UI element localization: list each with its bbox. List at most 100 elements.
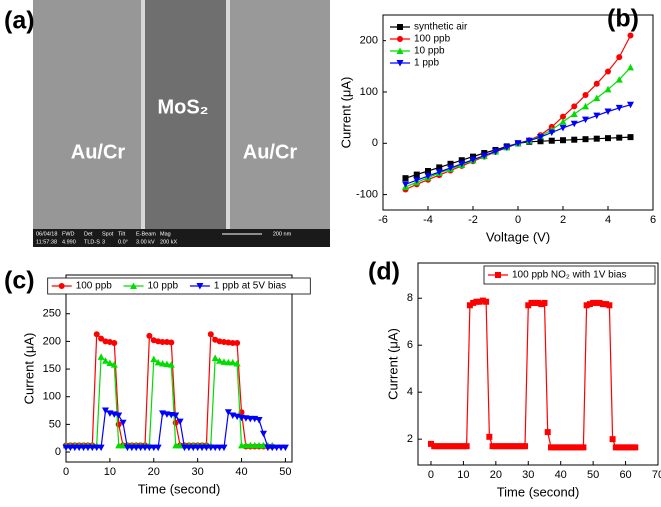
legend-marker: [58, 283, 65, 289]
y-tick-label: 250: [43, 308, 61, 320]
scale-label: 200 nm: [273, 231, 292, 237]
data-point: [220, 444, 228, 452]
data-point: [93, 444, 101, 452]
data-point: [458, 157, 465, 164]
data-point: [62, 444, 70, 452]
data-point: [466, 302, 473, 309]
data-point: [593, 80, 600, 87]
x-tick-label: -6: [378, 214, 388, 226]
data-point: [198, 444, 206, 452]
data-point: [155, 338, 162, 345]
series-line: [430, 299, 636, 448]
data-point: [557, 444, 564, 451]
data-point: [559, 124, 567, 132]
data-point: [564, 444, 571, 451]
data-point: [172, 441, 180, 449]
data-point: [168, 339, 175, 346]
info-value: 11:57:38: [36, 239, 57, 245]
data-point: [544, 429, 551, 436]
data-point: [447, 443, 454, 450]
data-point: [551, 444, 558, 451]
data-point: [71, 444, 79, 452]
data-point: [580, 444, 587, 451]
data-point: [627, 134, 634, 141]
data-point: [119, 419, 127, 427]
data-point: [172, 412, 180, 420]
data-point: [492, 148, 499, 155]
y-tick-label: 2: [407, 433, 413, 445]
panel-label: (c): [4, 267, 35, 295]
data-point: [402, 181, 409, 188]
data-point: [447, 160, 454, 167]
data-point: [615, 104, 623, 112]
data-point: [541, 299, 548, 306]
x-tick-label: -4: [423, 214, 433, 226]
data-point: [106, 359, 114, 366]
data-point: [525, 302, 532, 309]
data-point: [402, 175, 409, 182]
data-point: [538, 301, 545, 308]
data-point: [629, 444, 636, 451]
legend: 100 ppb 10 ppb 1 ppb at 5V bias: [47, 277, 311, 295]
data-point: [216, 444, 224, 452]
data-point: [593, 135, 600, 142]
data-point: [93, 331, 100, 338]
data-point: [154, 358, 162, 366]
data-point: [66, 444, 74, 452]
data-point: [220, 358, 228, 365]
legend-label: 100 ppb NO₂ with 1V bias: [512, 270, 627, 281]
data-point: [570, 120, 578, 128]
data-point: [246, 415, 254, 423]
info-value: 4.990: [62, 239, 76, 245]
y-axis-label: Current (μA): [385, 328, 400, 400]
data-point: [577, 444, 584, 451]
data-point: [137, 444, 145, 452]
y-tick-label: 6: [407, 339, 413, 351]
legend-label: 100 ppb: [76, 281, 113, 292]
data-point: [573, 444, 580, 451]
data-point: [470, 299, 477, 306]
data-point: [469, 156, 477, 164]
legend-box: [47, 277, 311, 295]
legend-marker: [397, 24, 403, 30]
data-point: [503, 144, 511, 151]
data-point: [101, 407, 109, 415]
plot-frame: [65, 274, 293, 463]
data-point: [605, 135, 611, 142]
data-point: [98, 335, 105, 342]
y-tick-label: 4: [407, 386, 413, 398]
data-point: [586, 301, 593, 308]
info-header: FWD: [62, 231, 75, 237]
data-point: [453, 443, 460, 450]
x-tick-label: 30: [522, 469, 534, 481]
data-point: [440, 443, 447, 450]
data-point: [535, 299, 541, 306]
x-tick-label: 40: [235, 466, 247, 478]
data-point: [224, 358, 232, 366]
data-point: [163, 338, 170, 345]
data-point: [593, 112, 601, 120]
y-tick-label: 50: [49, 418, 61, 430]
data-point: [150, 444, 158, 452]
electrode-label: Au/Cr: [71, 141, 126, 163]
data-point: [101, 357, 109, 364]
x-tick-label: 2: [560, 214, 566, 226]
x-tick-label: 40: [555, 469, 567, 481]
legend: 100 ppb NO₂ with 1V bias: [483, 265, 656, 285]
data-point: [483, 298, 490, 305]
data-point: [128, 444, 136, 452]
info-header: Mag: [160, 231, 171, 237]
x-tick-label: 6: [650, 214, 656, 226]
data-point: [238, 441, 246, 449]
legend-box: [483, 265, 656, 285]
info-value: TLD-S: [84, 239, 100, 245]
data-point: [599, 301, 606, 308]
data-point: [547, 444, 554, 451]
x-tick-label: 10: [104, 466, 116, 478]
x-tick-label: 10: [457, 469, 469, 481]
data-point: [492, 443, 499, 450]
legend-label: 1 ppb: [414, 58, 439, 69]
data-point: [582, 116, 589, 124]
legend-label: 1 ppb at 5V bias: [214, 281, 286, 292]
